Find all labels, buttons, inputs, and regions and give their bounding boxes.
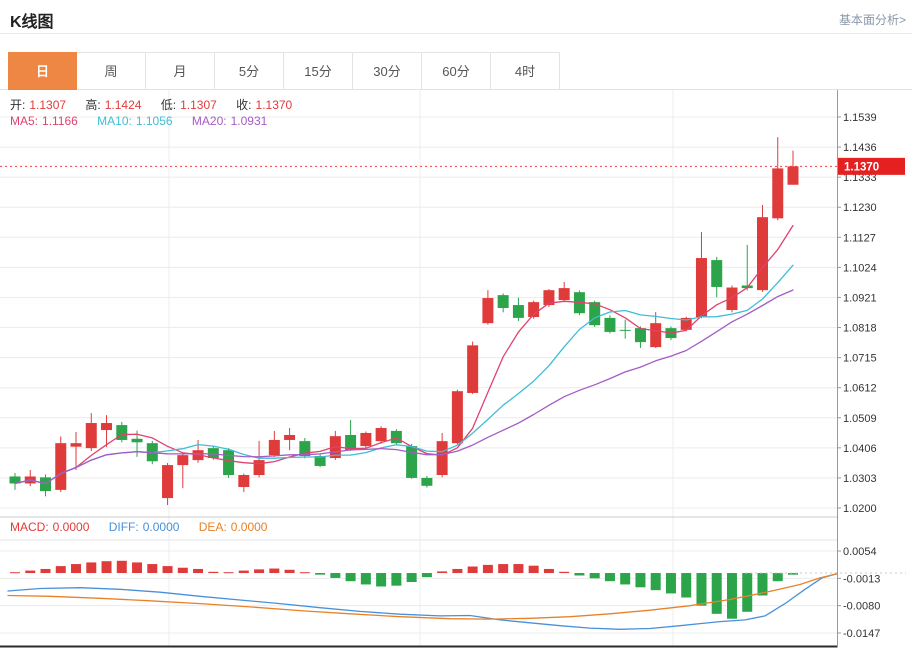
svg-text:1.0818: 1.0818: [843, 323, 877, 335]
tab-day[interactable]: 日: [8, 52, 77, 90]
svg-text:1.0715: 1.0715: [843, 353, 877, 365]
ma-row: MA5: 1.1166 MA10: 1.1056 MA20: 1.0931: [10, 114, 271, 128]
kline-chart-area: 1.1539 1.1436 1.1333 1.1230 1.1127 1.1024 1.09…: [0, 90, 912, 650]
svg-text:1.1127: 1.1127: [843, 232, 876, 244]
close-value: 1.1370: [255, 98, 293, 112]
dea-value: 0.0000: [230, 520, 268, 534]
ma10-label: MA10:: [97, 114, 132, 128]
ohlc-row: 开: 1.1307 高: 1.1424 低: 1.1307 收: 1.1370: [10, 96, 296, 113]
svg-text:1.1230: 1.1230: [843, 202, 877, 214]
svg-text:1.0509: 1.0509: [843, 413, 877, 425]
high-label: 高:: [85, 98, 101, 112]
open-value: 1.1307: [29, 98, 67, 112]
period-tabbar: 日周月 5分 15分 30分 60分 4时: [0, 52, 912, 90]
svg-text:1.0921: 1.0921: [843, 292, 877, 304]
svg-text:1.1539: 1.1539: [843, 112, 877, 124]
macd-value: 0.0000: [52, 520, 90, 534]
svg-text:1.0200: 1.0200: [843, 503, 877, 515]
ma20-label: MA20:: [191, 114, 227, 128]
ma5-label: MA5:: [10, 114, 39, 128]
period-tabs: 日周月 5分 15分 30分 60分 4时: [8, 52, 560, 90]
fundamental-analysis-link[interactable]: 基本面分析>: [838, 13, 906, 27]
tab-week[interactable]: 周: [77, 52, 146, 89]
svg-text:0.0054: 0.0054: [843, 546, 877, 558]
low-label: 低:: [160, 98, 177, 112]
macd-row: MACD: 0.0000 DIFF: 0.0000 DEA: 0.0000: [10, 520, 271, 534]
low-value: 1.1307: [180, 98, 217, 112]
tab-15min[interactable]: 15分: [284, 52, 353, 89]
tab-month[interactable]: 月: [146, 52, 215, 89]
tab-60min[interactable]: 60分: [422, 52, 491, 89]
close-label: 收:: [236, 98, 252, 112]
diff-value: 0.0000: [142, 520, 180, 534]
page-title: K线图: [10, 14, 54, 31]
current-price-badge: 1.1370: [844, 161, 879, 173]
svg-text:1.1436: 1.1436: [843, 142, 877, 154]
high-value: 1.1424: [104, 98, 142, 112]
ma20-value: 1.0931: [230, 114, 268, 128]
svg-text:1.0406: 1.0406: [843, 443, 877, 455]
macd-label: MACD:: [10, 520, 49, 534]
kline-chart-canvas[interactable]: 1.1539 1.1436 1.1333 1.1230 1.1127 1.1024 1.09…: [0, 90, 912, 650]
tab-4hour[interactable]: 4时: [491, 52, 560, 89]
diff-label: DIFF:: [108, 520, 139, 534]
svg-text:1.0303: 1.0303: [843, 473, 877, 485]
tab-30min[interactable]: 30分: [353, 52, 422, 89]
dea-label: DEA:: [198, 520, 227, 534]
ma10-value: 1.1056: [135, 114, 173, 128]
svg-text:1.1333: 1.1333: [843, 172, 877, 184]
svg-text:-0.0013: -0.0013: [843, 573, 880, 585]
ma5-value: 1.1166: [42, 114, 78, 128]
svg-text:-0.0147: -0.0147: [843, 628, 880, 640]
header-divider: [0, 33, 912, 34]
svg-text:1.0612: 1.0612: [843, 383, 877, 395]
svg-text:1.1024: 1.1024: [843, 262, 877, 274]
tab-5min[interactable]: 5分: [215, 52, 284, 89]
open-label: 开:: [10, 98, 26, 112]
svg-text:-0.0080: -0.0080: [843, 601, 880, 613]
